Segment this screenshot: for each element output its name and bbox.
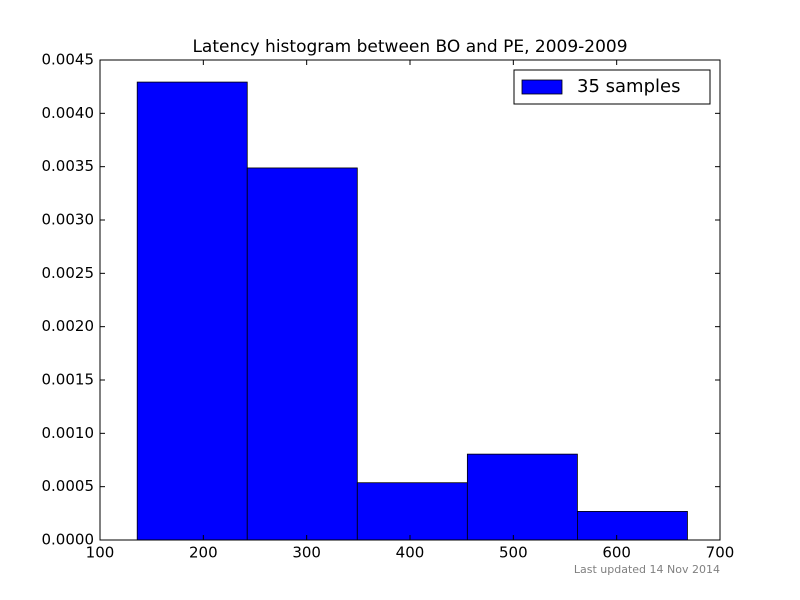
- y-tick-label: 0.0020: [42, 317, 95, 335]
- chart-title: Latency histogram between BO and PE, 200…: [192, 37, 627, 57]
- y-tick-label: 0.0040: [42, 104, 95, 122]
- legend-label: 35 samples: [577, 76, 680, 97]
- x-tick-label: 400: [396, 544, 425, 562]
- bar: [136, 81, 248, 541]
- x-tick-label: 200: [189, 544, 218, 562]
- bar: [577, 511, 688, 541]
- y-tick-label: 0.0010: [42, 424, 95, 442]
- x-tick-label: 600: [602, 544, 631, 562]
- x-tick-label: 500: [499, 544, 528, 562]
- y-tick-label: 0.0000: [42, 531, 95, 549]
- x-tick-label: 100: [86, 544, 115, 562]
- y-tick-label: 0.0015: [42, 371, 95, 389]
- y-tick-label: 0.0005: [42, 477, 95, 495]
- x-tick-label: 300: [292, 544, 321, 562]
- bar: [466, 453, 578, 541]
- x-tick-label: 700: [706, 544, 735, 562]
- y-tick-label: 0.0025: [42, 264, 95, 282]
- y-tick-label: 0.0045: [42, 51, 95, 69]
- y-tick-label: 0.0035: [42, 157, 95, 175]
- footnote: Last updated 14 Nov 2014: [574, 563, 720, 576]
- bar: [246, 167, 358, 541]
- legend-swatch: [521, 79, 563, 95]
- bar: [356, 482, 468, 541]
- y-tick-label: 0.0030: [42, 211, 95, 229]
